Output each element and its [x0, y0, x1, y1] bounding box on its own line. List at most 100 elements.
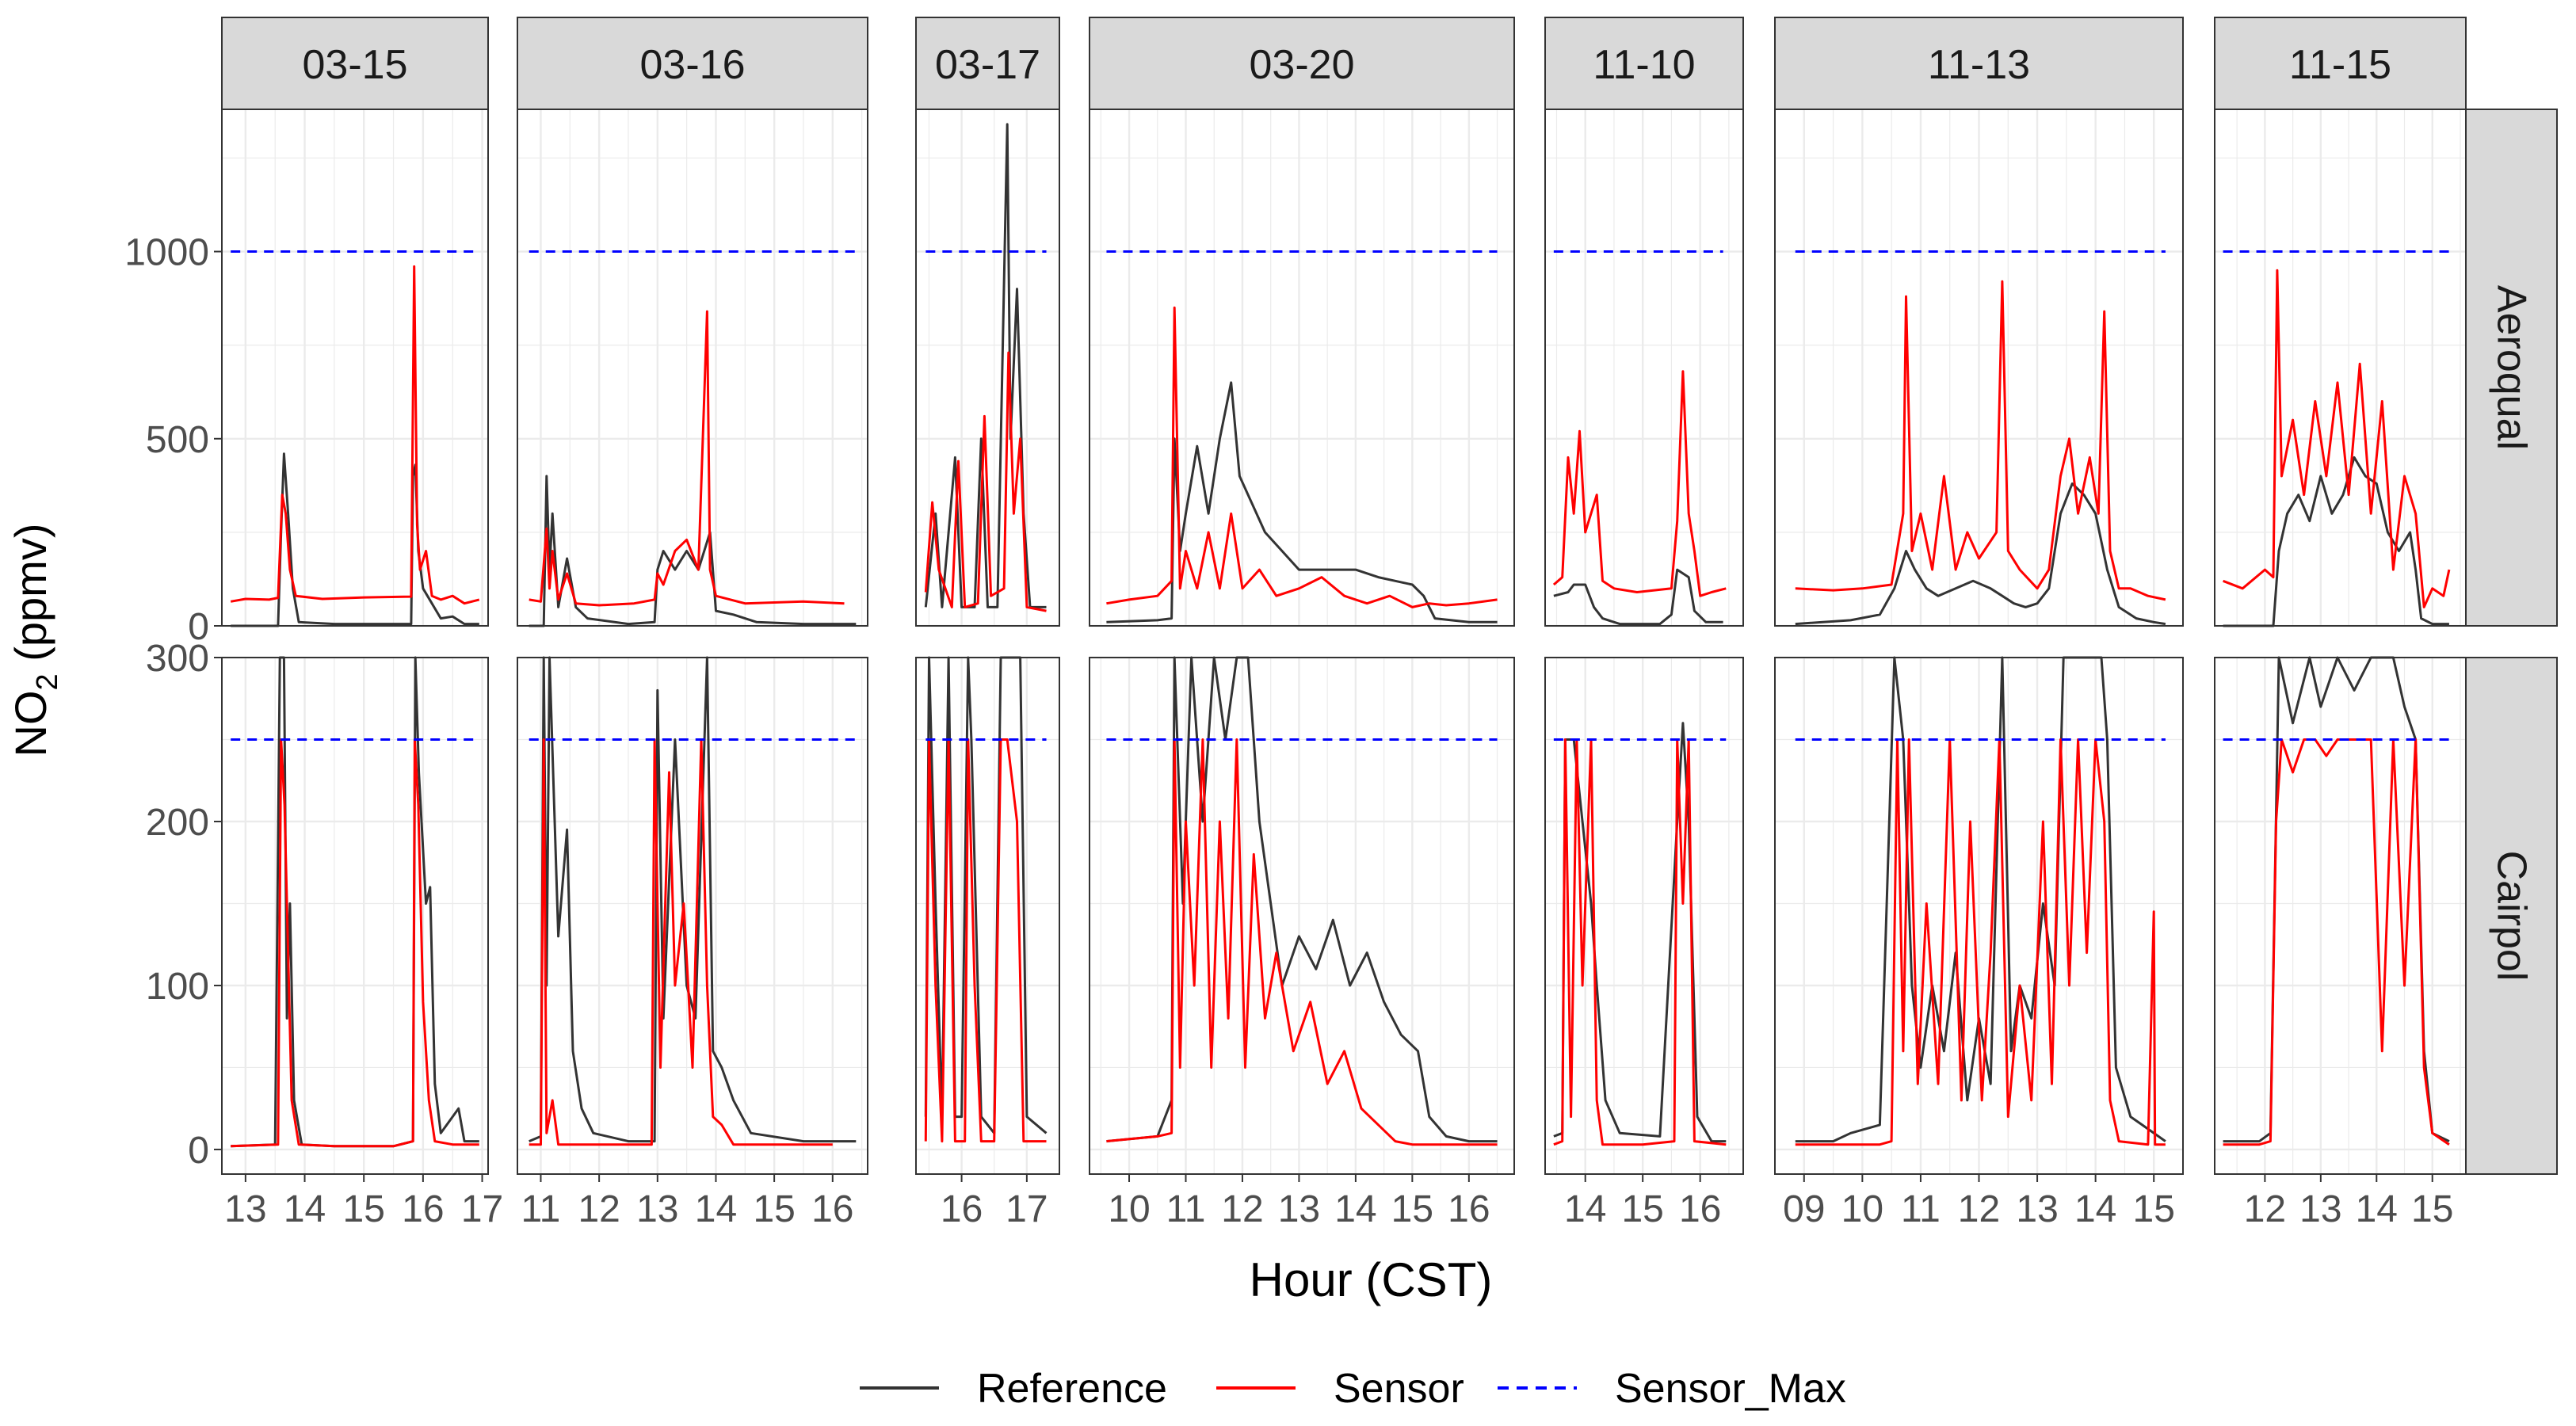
- x-tick-label: 11: [521, 1188, 561, 1230]
- panel-background: [916, 109, 1059, 626]
- x-tick-label: 14: [1334, 1188, 1376, 1230]
- date-strip-bg: [2214, 17, 2467, 110]
- x-tick-label: 14: [2074, 1188, 2116, 1230]
- date-strip-bg: [221, 17, 489, 110]
- sensor-series-line: [529, 310, 845, 607]
- legend-label: Sensor_Max: [1615, 1366, 1846, 1412]
- date-strip-label: 03-16: [640, 42, 746, 88]
- x-tick-label: 13: [1278, 1188, 1320, 1230]
- x-tick-label: 14: [1564, 1188, 1606, 1230]
- panel-background: [916, 658, 1059, 1174]
- x-axis-title: Hour (CST): [1250, 1253, 1493, 1306]
- reference-series-line: [1553, 568, 1723, 626]
- y-tick-label: 1000: [124, 232, 209, 274]
- panel-background: [1545, 658, 1743, 1174]
- sensor-series-line: [1795, 738, 2166, 1146]
- legend: Reference Sensor Sensor_Max: [860, 1366, 1846, 1412]
- x-axes: 13 14 15 16 17 11 12 13 14 15 16 16 17 10 11 12 13 14 15 16…: [224, 1174, 2453, 1230]
- x-tick-label: 15: [343, 1188, 385, 1230]
- sensor-series-line: [924, 351, 1047, 612]
- panel-background: [1545, 109, 1743, 626]
- x-tick-label: 13: [2016, 1188, 2058, 1230]
- y-tick-label: 100: [146, 966, 209, 1008]
- panel-11-13-Aeroqual: [1774, 109, 2184, 627]
- x-tick-label: 09: [1783, 1188, 1825, 1230]
- panel-03-17-Cairpol: [915, 656, 1060, 1175]
- legend-item: Sensor: [1216, 1366, 1464, 1412]
- reference-series-line: [529, 656, 857, 1143]
- y-tick-label: 500: [146, 419, 209, 461]
- y-axes: 0 500 1000 0 100 200 300: [124, 232, 222, 1172]
- panel-background: [517, 658, 868, 1174]
- panel-03-20-Aeroqual: [1089, 109, 1515, 627]
- sensor-series-line: [1552, 370, 1727, 597]
- y-tick-label: 0: [188, 606, 209, 648]
- x-tick-label: 13: [2299, 1188, 2341, 1230]
- panel-03-15-Aeroqual: [221, 109, 489, 627]
- date-strip-bg: [1544, 17, 1744, 110]
- panel-11-15-Cairpol: [2214, 656, 2467, 1175]
- date-strip-bg: [1774, 17, 2184, 110]
- panel-03-15-Cairpol: [221, 656, 489, 1175]
- panel-background: [517, 109, 868, 626]
- sensor-series-line: [1106, 306, 1498, 608]
- x-tick-label: 15: [1391, 1188, 1433, 1230]
- panel-03-16-Cairpol: [517, 656, 868, 1175]
- x-tick-label: 16: [941, 1188, 983, 1230]
- panel-11-10-Cairpol: [1544, 656, 1744, 1175]
- x-tick-label: 12: [1958, 1188, 2000, 1230]
- y-tick-label: 200: [146, 802, 209, 844]
- sensor-series-line: [2223, 269, 2451, 608]
- x-tick-label: 15: [2133, 1188, 2175, 1230]
- sensor-strips: Aeroqual Cairpol: [2465, 109, 2558, 1175]
- x-tick-label: 15: [753, 1188, 795, 1230]
- sensor-series-line: [1795, 280, 2166, 601]
- sensor-series-line: [231, 738, 479, 1148]
- date-strip-bg: [1089, 17, 1515, 110]
- panel-border: [1089, 657, 1515, 1175]
- sensor-series-line: [924, 738, 1047, 1143]
- date-strips: 03-15 03-16 03-17 03-20 11-10 11-13 11-15: [221, 17, 2467, 110]
- legend-label: Sensor: [1334, 1366, 1464, 1412]
- panel-background: [2215, 658, 2466, 1174]
- reference-series-line: [2223, 456, 2449, 627]
- x-tick-label: 17: [461, 1188, 503, 1230]
- x-tick-label: 11: [1901, 1188, 1941, 1230]
- chart-panels: [221, 109, 2467, 1175]
- x-tick-label: 10: [1841, 1188, 1883, 1230]
- date-strip-bg: [517, 17, 868, 110]
- date-strip-label: 03-17: [935, 42, 1040, 88]
- panel-11-15-Aeroqual: [2214, 109, 2467, 627]
- x-tick-label: 16: [1448, 1188, 1490, 1230]
- x-tick-label: 16: [811, 1188, 853, 1230]
- panel-03-17-Aeroqual: [915, 109, 1060, 627]
- date-strip-label: 11-13: [1928, 42, 2030, 88]
- panel-11-13-Cairpol: [1774, 656, 2184, 1175]
- x-tick-label: 15: [2411, 1188, 2453, 1230]
- panel-background: [1090, 658, 1514, 1174]
- reference-series-line: [231, 452, 479, 627]
- y-axis-title: NO2 (ppmv): [6, 524, 64, 757]
- x-tick-label: 10: [1108, 1188, 1150, 1230]
- x-tick-label: 12: [578, 1188, 620, 1230]
- sensor-series-line: [1553, 738, 1727, 1146]
- x-tick-label: 11: [1166, 1188, 1206, 1230]
- sensor-strip-label: Cairpol: [2489, 851, 2535, 982]
- date-strip-bg: [915, 17, 1060, 110]
- x-tick-label: 15: [1621, 1188, 1663, 1230]
- x-tick-label: 14: [284, 1188, 326, 1230]
- x-tick-label: 14: [2356, 1188, 2398, 1230]
- x-tick-label: 13: [636, 1188, 678, 1230]
- y-tick-label: 300: [146, 638, 209, 680]
- panel-background: [222, 109, 488, 626]
- x-tick-label: 17: [1006, 1188, 1048, 1230]
- x-tick-label: 14: [695, 1188, 737, 1230]
- x-tick-label: 13: [224, 1188, 266, 1230]
- x-tick-label: 12: [1221, 1188, 1263, 1230]
- sensor-strip-bg: [2465, 109, 2558, 627]
- sensor-strip-label: Aeroqual: [2489, 285, 2535, 450]
- panel-background: [1090, 109, 1514, 626]
- sensor-series-line: [230, 265, 480, 605]
- sensor-strip-bg: [2465, 657, 2558, 1175]
